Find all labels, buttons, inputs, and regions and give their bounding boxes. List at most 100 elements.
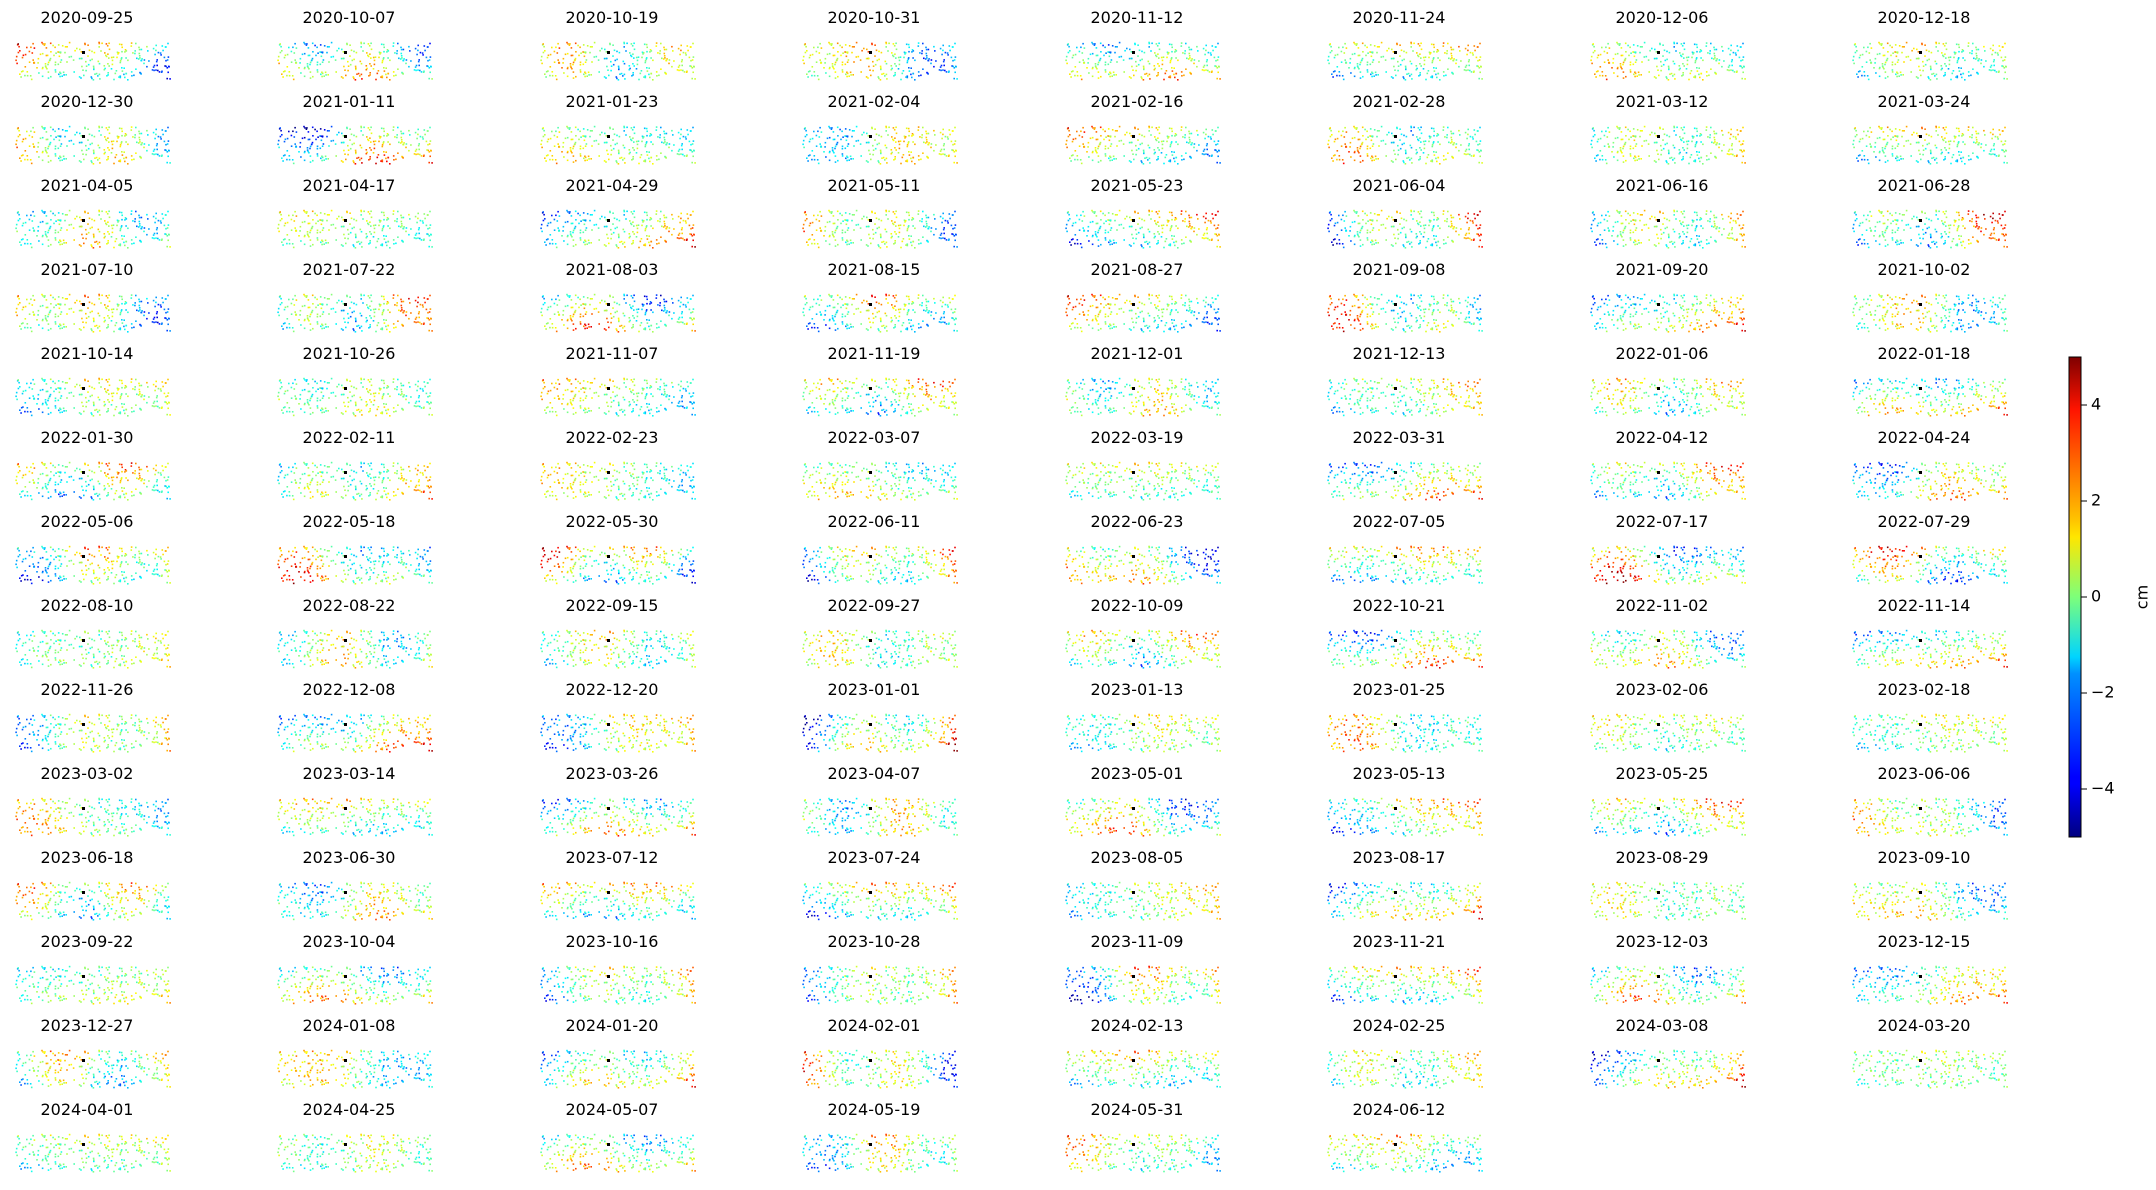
panel-points <box>1852 966 2008 1005</box>
reference-point <box>869 555 872 558</box>
panel: 2024-02-13 <box>1065 1016 1221 1089</box>
panel: 2023-02-06 <box>1590 680 1746 753</box>
panel-title: 2021-12-01 <box>1091 344 1184 363</box>
panel-points <box>15 42 171 81</box>
panel-points <box>1852 1050 2008 1089</box>
reference-point <box>1394 807 1397 810</box>
panel-points <box>1590 126 1746 165</box>
colorbar-tick-label: −4 <box>2091 779 2115 798</box>
panel-points <box>277 1134 433 1173</box>
reference-point <box>607 891 610 894</box>
panel-points <box>277 126 433 165</box>
panel-points <box>540 210 696 249</box>
panel-points <box>1590 294 1746 333</box>
panel-title: 2023-04-07 <box>828 764 921 783</box>
panel: 2021-03-24 <box>1852 92 2008 165</box>
reference-point <box>82 975 85 978</box>
panel-title: 2023-08-17 <box>1353 848 1446 867</box>
panel-points <box>540 462 696 501</box>
reference-point <box>82 555 85 558</box>
panel-points <box>1327 126 1483 165</box>
panel-points <box>802 294 958 333</box>
panel-points <box>540 1050 696 1089</box>
panel-title: 2024-02-13 <box>1091 1016 1184 1035</box>
panel: 2022-06-23 <box>1065 512 1221 585</box>
panel-points <box>1065 42 1221 81</box>
panel-points <box>1852 42 2008 81</box>
reference-point <box>82 303 85 306</box>
panel-title: 2021-08-15 <box>828 260 921 279</box>
reference-point <box>869 639 872 642</box>
reference-point <box>607 471 610 474</box>
colorbar-tick-label: −2 <box>2091 683 2115 702</box>
panel-points <box>540 378 696 417</box>
reference-point <box>1132 219 1135 222</box>
reference-point <box>1657 303 1660 306</box>
panel: 2020-12-18 <box>1852 8 2008 81</box>
reference-point <box>1394 51 1397 54</box>
panel-points <box>1852 630 2008 669</box>
panel: 2021-06-16 <box>1590 176 1746 249</box>
reference-point <box>82 1059 85 1062</box>
panel-points <box>802 882 958 921</box>
panel: 2021-06-04 <box>1327 176 1483 249</box>
reference-point <box>344 723 347 726</box>
panel-points <box>1590 1050 1746 1089</box>
panel: 2021-04-05 <box>15 176 171 249</box>
panel-points <box>277 462 433 501</box>
reference-point <box>1132 723 1135 726</box>
reference-point <box>1657 471 1660 474</box>
panel-title: 2023-05-01 <box>1091 764 1184 783</box>
panel-title: 2021-04-29 <box>566 176 659 195</box>
reference-point <box>1919 555 1922 558</box>
reference-point <box>1657 639 1660 642</box>
panel-title: 2023-12-27 <box>41 1016 134 1035</box>
panel-title: 2023-10-16 <box>566 932 659 951</box>
panel-points <box>1065 462 1221 501</box>
reference-point <box>82 891 85 894</box>
panel-points <box>802 714 958 753</box>
panel-title: 2021-10-02 <box>1878 260 1971 279</box>
reference-point <box>1919 723 1922 726</box>
panel-title: 2023-10-04 <box>303 932 396 951</box>
panel: 2021-05-11 <box>802 176 958 249</box>
panel: 2021-02-28 <box>1327 92 1483 165</box>
reference-point <box>1394 219 1397 222</box>
panel-title: 2021-10-14 <box>41 344 134 363</box>
panel: 2022-03-07 <box>802 428 958 501</box>
panel-title: 2022-11-02 <box>1616 596 1709 615</box>
panel-title: 2021-02-04 <box>828 92 921 111</box>
panel: 2024-05-19 <box>802 1100 958 1173</box>
panel: 2020-11-24 <box>1327 8 1483 81</box>
panel-points <box>540 126 696 165</box>
panel-title: 2023-09-22 <box>41 932 134 951</box>
panel: 2021-11-07 <box>540 344 696 417</box>
panel: 2023-09-10 <box>1852 848 2008 921</box>
reference-point <box>1657 51 1660 54</box>
panel: 2023-02-18 <box>1852 680 2008 753</box>
panel-title: 2021-08-27 <box>1091 260 1184 279</box>
panel: 2021-10-02 <box>1852 260 2008 333</box>
panel: 2021-09-08 <box>1327 260 1483 333</box>
panel-title: 2023-10-28 <box>828 932 921 951</box>
panel: 2023-08-29 <box>1590 848 1746 921</box>
panel-title: 2022-03-31 <box>1353 428 1446 447</box>
panel-title: 2022-09-27 <box>828 596 921 615</box>
reference-point <box>344 807 347 810</box>
panel: 2023-06-30 <box>277 848 433 921</box>
panel-title: 2021-05-23 <box>1091 176 1184 195</box>
panel-title: 2022-05-30 <box>566 512 659 531</box>
reference-point <box>1657 135 1660 138</box>
panel-title: 2024-05-31 <box>1091 1100 1184 1119</box>
colorbar-label: cm <box>2133 585 2152 609</box>
panel-title: 2022-07-05 <box>1353 512 1446 531</box>
panel: 2022-06-11 <box>802 512 958 585</box>
panel-title: 2023-08-05 <box>1091 848 1184 867</box>
panel-title: 2021-07-10 <box>41 260 134 279</box>
panel-title: 2022-06-23 <box>1091 512 1184 531</box>
colorbar-ticks: 420−2−4 <box>2081 395 2115 798</box>
reference-point <box>1919 639 1922 642</box>
reference-point <box>869 303 872 306</box>
panel-points <box>277 714 433 753</box>
reference-point <box>1657 807 1660 810</box>
